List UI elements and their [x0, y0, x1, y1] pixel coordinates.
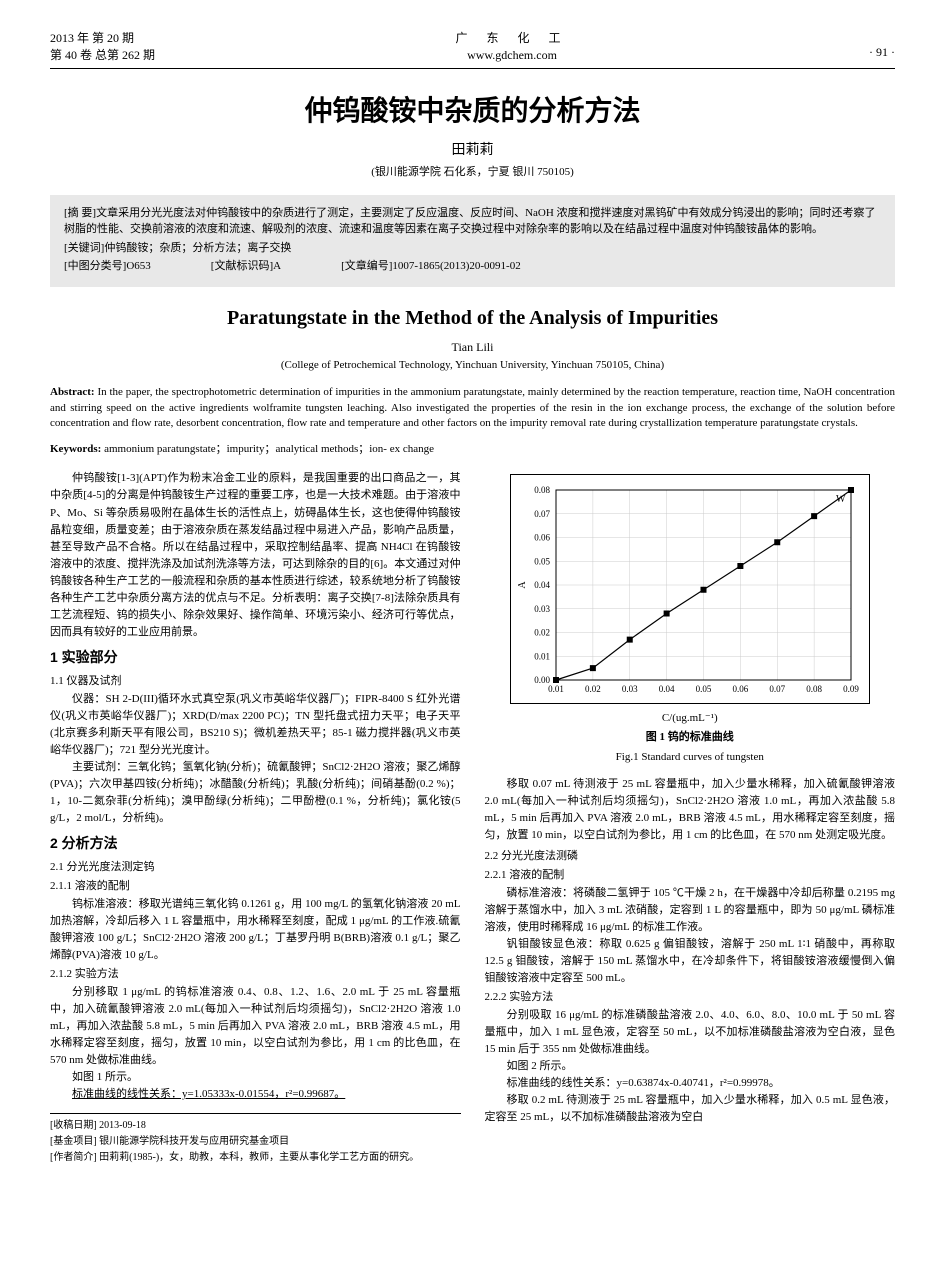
svg-text:0.08: 0.08: [534, 485, 550, 495]
figure-1-axis-label: C/(ug.mL⁻¹): [485, 710, 896, 727]
fund-prefix: [基金项目]: [50, 1136, 97, 1147]
page-header: 2013 年 第 20 期 第 40 卷 总第 262 期 广 东 化 工 ww…: [50, 30, 895, 69]
figure-1-caption-cn: 图 1 钨的标准曲线: [485, 729, 896, 746]
affiliation-en: (College of Petrochemical Technology, Yi…: [50, 359, 895, 371]
section-2-1-1-heading: 2.1.1 溶液的配制: [50, 878, 461, 895]
p-std-solution: 磷标准溶液：将磷酸二氢钾于 105 ℃干燥 2 h，在干燥器中冷却后称量 0.2…: [485, 885, 896, 936]
author-cn: 田莉莉: [50, 139, 895, 159]
class-code: O653: [126, 260, 150, 272]
issue-line1: 2013 年 第 20 期: [50, 30, 155, 47]
affiliation-cn: (银川能源学院 石化系，宁夏 银川 750105): [50, 163, 895, 179]
body-columns: 仲钨酸铵[1-3](APT)作为粉末冶金工业的原料，是我国重要的出口商品之一，其…: [50, 470, 895, 1166]
svg-text:0.07: 0.07: [534, 509, 550, 519]
svg-text:0.02: 0.02: [534, 628, 550, 638]
svg-text:0.09: 0.09: [843, 684, 859, 694]
svg-text:0.06: 0.06: [732, 684, 748, 694]
section-2-2-2-heading: 2.2.2 实验方法: [485, 989, 896, 1006]
svg-text:0.05: 0.05: [695, 684, 711, 694]
fig1-reference: 如图 1 所示。: [50, 1069, 461, 1086]
svg-text:0.04: 0.04: [534, 580, 550, 590]
svg-text:A: A: [517, 581, 528, 589]
abstract-en-text: In the paper, the spectrophotometric det…: [50, 386, 895, 430]
column-left: 仲钨酸铵[1-3](APT)作为粉末冶金工业的原料，是我国重要的出口商品之一，其…: [50, 470, 461, 1166]
issue-line2: 第 40 卷 总第 262 期: [50, 47, 155, 64]
artid: 1007-1865(2013)20-0091-02: [392, 260, 520, 272]
keywords-cn: 仲钨酸铵；杂质；分析方法；离子交换: [104, 242, 291, 254]
svg-text:0.04: 0.04: [659, 684, 675, 694]
keywords-en-prefix: Keywords:: [50, 443, 101, 455]
section-2-heading: 2 分析方法: [50, 833, 461, 855]
instruments-text: 仪器：SH 2-D(III)循环水式真空泵(巩义市英峪华仪器厂)；FIPR-84…: [50, 691, 461, 759]
section-2-1-2-heading: 2.1.2 实验方法: [50, 966, 461, 983]
svg-text:0.03: 0.03: [622, 684, 638, 694]
svg-text:0.00: 0.00: [534, 675, 550, 685]
author-en: Tian Lili: [50, 340, 895, 355]
column-right: 0.01 0.02 0.03 0.04 0.05 0.06 0.07 0.08 0.09 0.00…: [485, 470, 896, 1166]
abstract-text-cn: 文章采用分光光度法对仲钨酸铵中的杂质进行了测定，主要测定了反应温度、反应时间、N…: [64, 207, 876, 236]
measure-w-text: 移取 0.07 mL 待测液于 25 mL 容量瓶中，加入少量水稀释，加入硫氰酸…: [485, 776, 896, 844]
figure-1-chart: 0.01 0.02 0.03 0.04 0.05 0.06 0.07 0.08 0.09 0.00…: [510, 474, 870, 704]
doccode: A: [273, 260, 281, 272]
title-cn: 仲钨酸铵中杂质的分析方法: [50, 89, 895, 129]
color-reagent: 钒钼酸铵显色液：称取 0.625 g 偏钼酸铵，溶解于 250 mL 1∶1 硝…: [485, 936, 896, 987]
footer-notes: [收稿日期] 2013-09-18 [基金项目] 银川能源学院科技开发与应用研究…: [50, 1113, 461, 1166]
abstract-prefix: [摘 要]: [64, 207, 96, 219]
solution-prep-w: 钨标准溶液：移取光谱纯三氧化钨 0.1261 g，用 100 mg/L 的氢氧化…: [50, 896, 461, 964]
artid-prefix: [文章编号]: [341, 260, 392, 272]
equation-2: 标准曲线的线性关系：y=0.63874x-0.40741，r²=0.99978。: [485, 1075, 896, 1092]
keywords-en-text: ammonium paratungstate；impurity；analytic…: [101, 443, 434, 455]
abstract-box-cn: [摘 要]文章采用分光光度法对仲钨酸铵中的杂质进行了测定，主要测定了反应温度、反…: [50, 195, 895, 287]
journal-site: www.gdchem.com: [456, 47, 569, 64]
svg-text:0.02: 0.02: [585, 684, 601, 694]
section-2-2-heading: 2.2 分光光度法测磷: [485, 848, 896, 865]
experiment-method-p: 分别吸取 16 μg/mL 的标准磷酸盐溶液 2.0、4.0、6.0、8.0、1…: [485, 1007, 896, 1058]
section-2-2-1-heading: 2.2.1 溶液的配制: [485, 867, 896, 884]
svg-text:0.01: 0.01: [548, 684, 564, 694]
reagents-text: 主要试剂：三氧化钨；氢氧化钠(分析)；硫氰酸钾；SnCl2·2H2O 溶液；聚乙…: [50, 759, 461, 827]
keywords-en: Keywords: ammonium paratungstate；impurit…: [50, 440, 895, 456]
received-date: 2013-09-18: [97, 1120, 146, 1131]
svg-text:0.05: 0.05: [534, 557, 550, 567]
section-1-heading: 1 实验部分: [50, 647, 461, 669]
class-prefix: [中图分类号]: [64, 260, 126, 272]
page-number: · 91 ·: [869, 45, 895, 60]
figure-1-caption-en: Fig.1 Standard curves of tungsten: [485, 749, 896, 766]
intro-paragraph: 仲钨酸铵[1-3](APT)作为粉末冶金工业的原料，是我国重要的出口商品之一，其…: [50, 470, 461, 640]
svg-text:W: W: [836, 494, 846, 505]
header-issue: 2013 年 第 20 期 第 40 卷 总第 262 期: [50, 30, 155, 64]
section-1-1-heading: 1.1 仪器及试剂: [50, 673, 461, 690]
fig2-reference: 如图 2 所示。: [485, 1058, 896, 1075]
header-journal: 广 东 化 工 www.gdchem.com: [456, 30, 569, 64]
svg-text:0.01: 0.01: [534, 652, 550, 662]
svg-text:0.06: 0.06: [534, 533, 550, 543]
equation-1: 标准曲线的线性关系：y=1.05333x-0.01554，r²=0.99687。: [50, 1086, 461, 1103]
bio-prefix: [作者简介]: [50, 1152, 97, 1163]
abstract-en: Abstract: In the paper, the spectrophoto…: [50, 385, 895, 433]
chart-svg: 0.01 0.02 0.03 0.04 0.05 0.06 0.07 0.08 0.09 0.00…: [511, 475, 871, 705]
fund-text: 银川能源学院科技开发与应用研究基金项目: [97, 1136, 290, 1147]
svg-text:0.08: 0.08: [806, 684, 822, 694]
experiment-method-w: 分别移取 1 μg/mL 的钨标准溶液 0.4、0.8、1.2、1.6、2.0 …: [50, 984, 461, 1069]
title-en: Paratungstate in the Method of the Analy…: [50, 307, 895, 330]
svg-text:0.03: 0.03: [534, 604, 550, 614]
keywords-prefix-cn: [关键词]: [64, 242, 104, 254]
doccode-prefix: [文献标识码]: [211, 260, 273, 272]
journal-name-cn: 广 东 化 工: [456, 30, 569, 47]
measure-p-text: 移取 0.2 mL 待测液于 25 mL 容量瓶中，加入少量水稀释，加入 0.5…: [485, 1092, 896, 1126]
received-prefix: [收稿日期]: [50, 1120, 97, 1131]
svg-text:0.07: 0.07: [769, 684, 785, 694]
abstract-en-prefix: Abstract:: [50, 386, 95, 398]
header-page: · 91 ·: [869, 30, 895, 64]
section-2-1-heading: 2.1 分光光度法测定钨: [50, 859, 461, 876]
bio-text: 田莉莉(1985-)，女，助教，本科，教师，主要从事化学工艺方面的研究。: [97, 1152, 420, 1163]
